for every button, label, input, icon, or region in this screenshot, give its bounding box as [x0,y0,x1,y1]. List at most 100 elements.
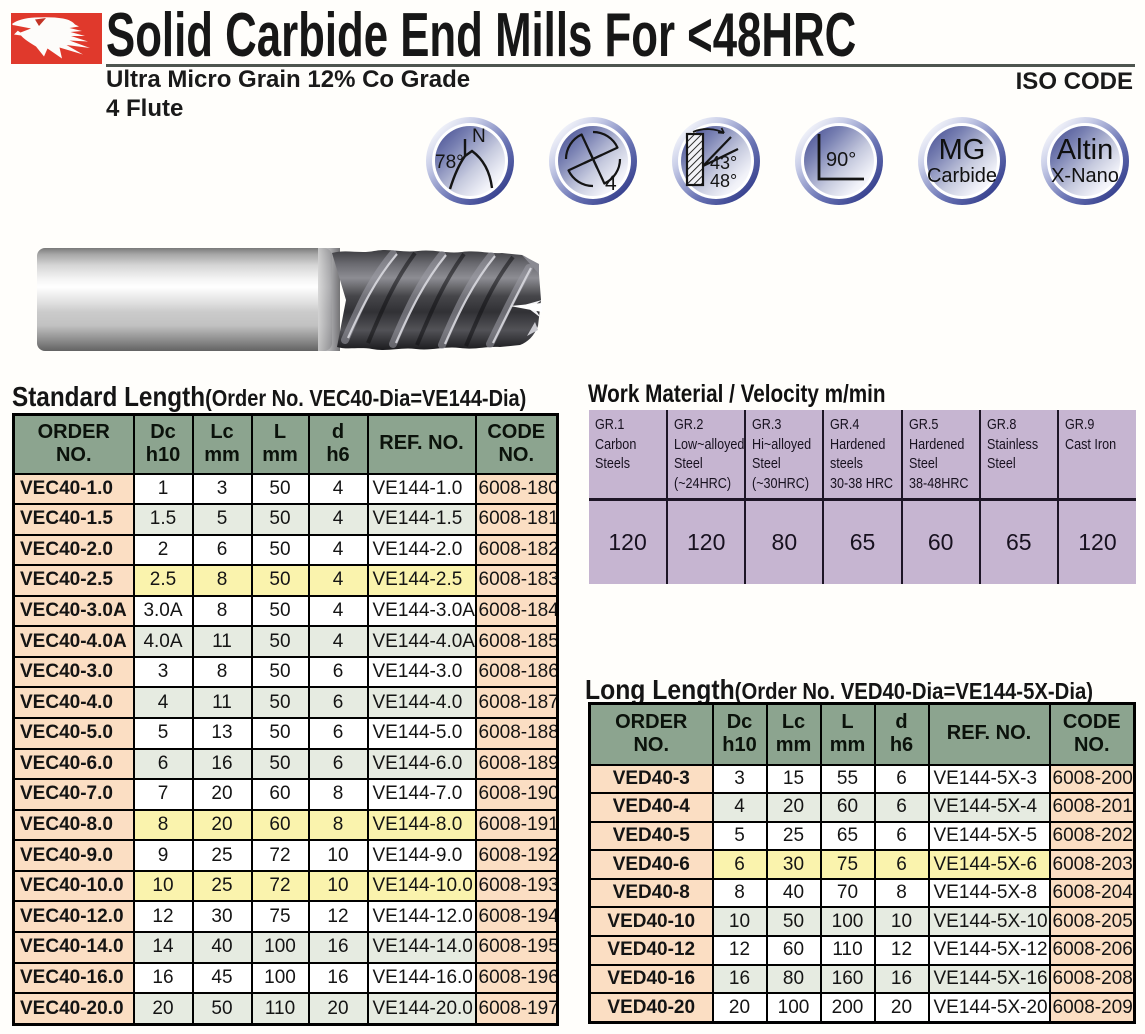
code-cell: 6008-192 [474,839,559,872]
velocity-value: 120 [666,499,746,584]
grade-code-label: MG [938,134,986,167]
table-row: VEC40-2.0 2 6 50 4 VE144-2.0 6008-182 [12,533,559,567]
velocity-value: 80 [744,499,824,584]
order-cell: VEC40-9.0 [12,839,135,872]
code-cell: 6008-191 [474,808,559,842]
order-cell: VEC40-16.0 [12,961,135,995]
code-cell: 6008-188 [474,717,559,750]
ref-cell: VE144-5X-5 [927,820,1051,852]
corner-angle-badge: 90° [795,117,883,205]
eagle-eye [35,18,46,26]
d-cell: 20 [307,992,369,1026]
table-row: VEC40-3.0A 3.0A 8 50 4 VE144-3.0A 6008-184 [12,594,559,628]
code-cell: 6008-184 [474,594,559,628]
order-cell: VEC40-4.0 [12,686,135,719]
code-cell: 6008-203 [1048,849,1136,880]
gash-angle2-label: 48° [710,171,737,191]
work-material-table-body: GR.1 Carbon Steels GR.2 Low~alloyed Steel… [589,410,1136,584]
lc-cell: 40 [191,930,253,964]
code-cell: 6008-197 [474,992,559,1026]
code-cell: 6008-182 [474,533,559,567]
lc-cell: 25 [765,820,822,852]
column-header: Dc h10 [711,702,768,766]
code-cell: 6008-185 [474,625,559,658]
ref-cell: VE144-5X-16 [927,963,1051,995]
table-row: VED40-8 8 40 70 8 VE144-5X-8 6008-204 [588,877,1136,909]
flute-cross-section-icon: 4 [564,130,622,195]
material-group-header-text: GR.5 Hardened Steel 38-48HRC [908,416,969,492]
l-cell: 65 [819,820,876,852]
lc-cell: 50 [765,906,822,938]
column-header: ORDER NO. [588,702,714,766]
lc-cell: 15 [765,763,822,795]
column-header: d h6 [873,702,930,766]
dc-cell: 12 [711,935,768,966]
lc-cell: 20 [191,808,253,842]
dc-cell: 5 [132,717,194,750]
table-row: VEC40-14.0 14 40 100 16 VE144-14.0 6008-195 [12,930,559,964]
table-row: VED40-3 3 15 55 6 VE144-5X-3 6008-200 [588,763,1136,795]
ref-cell: VE144-7.0 [366,778,477,811]
d-cell: 4 [307,625,369,658]
work-material-table: GR.1 Carbon Steels GR.2 Low~alloyed Steel… [589,410,1136,584]
column-header: Lc mm [191,413,253,475]
dc-cell: 4 [711,792,768,823]
order-cell: VEC40-7.0 [12,778,135,811]
l-cell: 60 [250,808,310,842]
code-cell: 6008-194 [474,900,559,933]
dc-cell: 8 [711,877,768,909]
long-length-title-suffix: (Order No. VED40-Dia=VE144-5X-Dia) [734,678,1094,704]
lc-cell: 13 [191,717,253,750]
l-cell: 50 [250,747,310,781]
ref-cell: VE144-16.0 [366,961,477,995]
d-cell: 4 [307,564,369,597]
d-cell: 6 [873,792,930,823]
d-cell: 8 [307,778,369,811]
order-cell: VED40-3 [588,763,714,795]
work-material-title: Work Material / Velocity m/min [588,380,886,408]
order-cell: VED40-6 [588,849,714,880]
column-header: REF. NO. [927,702,1051,766]
code-cell: 6008-187 [474,686,559,719]
ref-cell: VE144-2.0 [366,533,477,567]
order-cell: VED40-16 [588,963,714,995]
ref-cell: VE144-20.0 [366,992,477,1026]
table-row: VEC40-9.0 9 25 72 10 VE144-9.0 6008-192 [12,839,559,872]
velocity-value: 65 [822,499,902,584]
order-cell: VEC40-1.5 [12,503,135,536]
order-cell: VED40-5 [588,820,714,852]
d-cell: 4 [307,503,369,536]
standard-length-title-main: Standard Length [12,381,206,412]
code-cell: 6008-195 [474,930,559,964]
dc-cell: 3 [132,655,194,689]
lc-cell: 40 [765,877,822,909]
l-cell: 50 [250,625,310,658]
helix-n-label: N [472,126,486,147]
column-header: L mm [250,413,310,475]
ref-cell: VE144-5.0 [366,717,477,750]
velocity-value: 120 [1056,499,1136,584]
table-row: VEC40-4.0A 4.0A 11 50 4 VE144-4.0A 6008-185 [12,625,559,658]
order-cell: VEC40-14.0 [12,930,135,964]
l-cell: 50 [250,655,310,689]
order-cell: VED40-12 [588,935,714,966]
subtitle-flutes: 4 Flute [106,95,184,122]
helix-angle-label: 78° [435,152,464,173]
material-group-header-text: GR.3 Hi~alloyed Steel (~30HRC) [752,416,812,492]
table-row: VEC40-8.0 8 20 60 8 VE144-8.0 6008-191 [12,808,559,842]
corner-angle-label: 90° [826,149,856,171]
dc-cell: 6 [132,747,194,781]
helix-angle-icon: N 78° [435,126,494,190]
table-row: VEC40-5.0 5 13 50 6 VE144-5.0 6008-188 [12,717,559,750]
lc-cell: 3 [191,472,253,506]
order-cell: VEC40-3.0A [12,594,135,628]
l-cell: 70 [819,877,876,909]
gash-angle1-label: 43° [710,153,737,173]
l-cell: 50 [250,594,310,628]
lc-cell: 5 [191,503,253,536]
corner-angle-icon: 90° [817,134,864,181]
long-length-title: Long Length(Order No. VED40-Dia=VE144-5X… [585,674,1093,706]
l-cell: 75 [250,900,310,933]
l-cell: 110 [250,992,310,1026]
material-group-header: GR.8 Stainless Steel [978,410,1058,501]
